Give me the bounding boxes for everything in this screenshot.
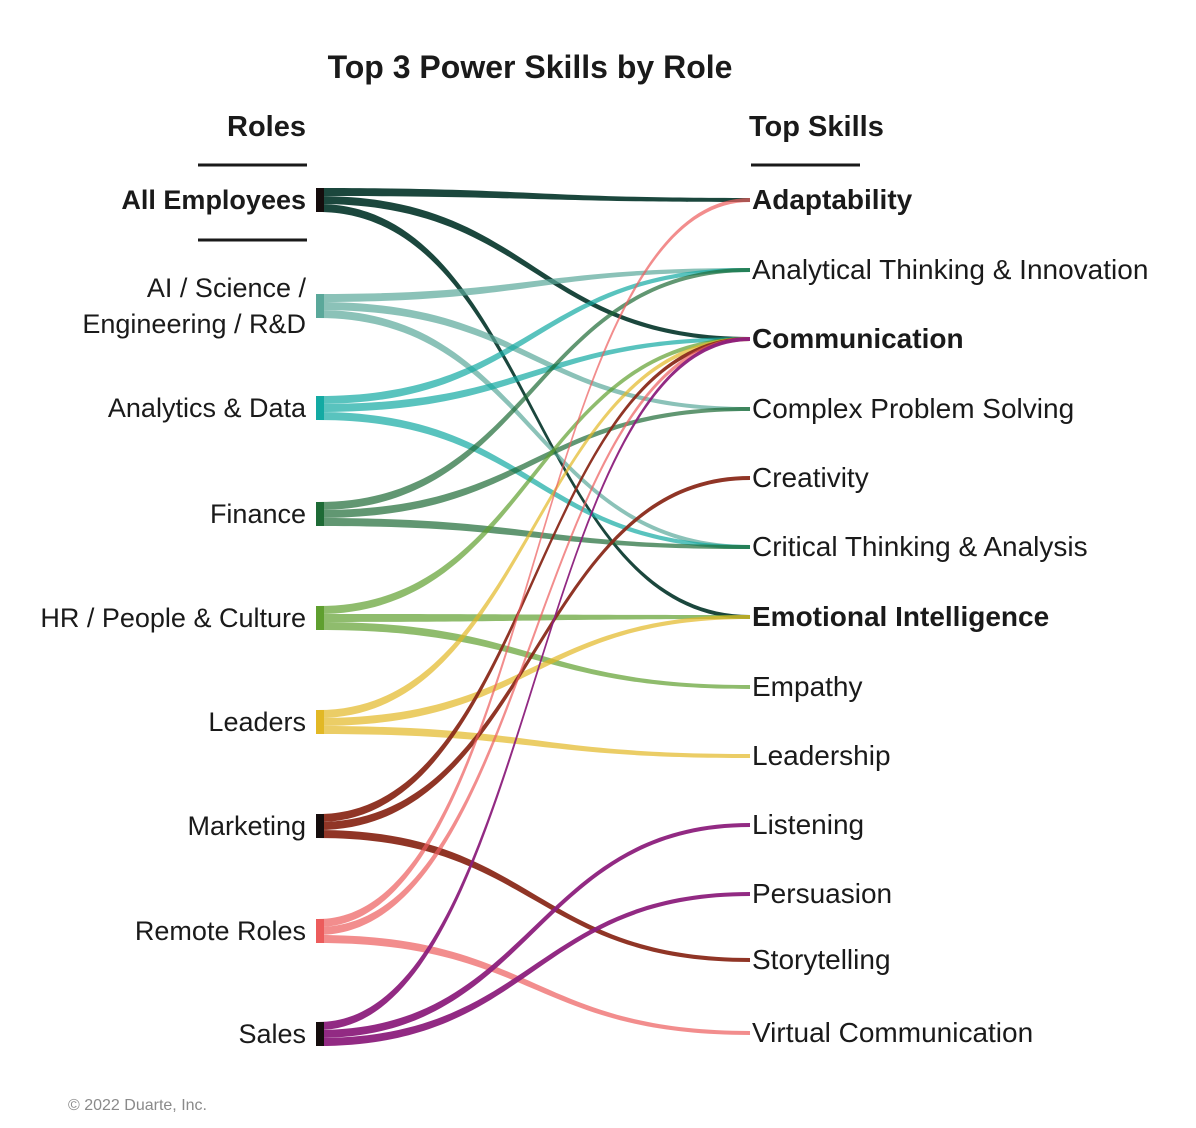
- skill-label-emotional: Emotional Intelligence: [752, 601, 1049, 632]
- flow-remote-to-adaptability: [318, 198, 750, 927]
- role-label-line: Engineering / R&D: [82, 309, 306, 339]
- flow-all-to-communication: [318, 196, 750, 341]
- flow-ai-to-analytical: [318, 268, 750, 302]
- role-label-remote: Remote Roles: [135, 916, 306, 946]
- role-label-analytics: Analytics & Data: [108, 393, 307, 423]
- flow-finance-to-critical: [318, 518, 750, 549]
- role-node-marketing: [316, 814, 324, 838]
- skill-label-complex: Complex Problem Solving: [752, 393, 1074, 424]
- role-label-line: Marketing: [187, 811, 306, 841]
- role-label-line: AI / Science /: [147, 273, 307, 303]
- flow-ai-to-complex: [318, 302, 750, 411]
- roles-header: Roles: [227, 111, 306, 143]
- role-node-finance: [316, 502, 324, 526]
- flow-remote-to-communication: [318, 337, 750, 935]
- role-label-leaders: Leaders: [208, 707, 306, 737]
- flow-hr-to-empathy: [318, 622, 750, 689]
- flow-marketing-to-communication: [318, 337, 750, 822]
- flow-analytics-to-analytical: [318, 268, 750, 404]
- role-label-marketing: Marketing: [187, 811, 306, 841]
- skill-label-persuasion: Persuasion: [752, 878, 892, 909]
- flow-leaders-to-leadership: [318, 726, 750, 758]
- skill-label-leadership: Leadership: [752, 740, 891, 771]
- skill-label-virtual: Virtual Communication: [752, 1017, 1033, 1048]
- flow-hr-to-emotional: [318, 614, 750, 622]
- flow-analytics-to-communication: [318, 337, 750, 412]
- flow-marketing-to-storytelling: [318, 830, 750, 962]
- role-node-analytics: [316, 396, 324, 420]
- flow-finance-to-analytical: [318, 268, 750, 510]
- skill-label-communication: Communication: [752, 323, 964, 354]
- flow-all-to-emotional: [318, 204, 750, 619]
- flow-leaders-to-emotional: [318, 615, 750, 726]
- role-node-all: [316, 188, 324, 212]
- flow-leaders-to-communication: [318, 337, 750, 718]
- skill-label-adaptability: Adaptability: [752, 184, 913, 215]
- skill-label-empathy: Empathy: [752, 671, 863, 702]
- skill-label-storytelling: Storytelling: [752, 944, 891, 975]
- flow-hr-to-communication: [318, 337, 750, 614]
- role-label-line: Analytics & Data: [108, 393, 307, 423]
- skill-label-analytical: Analytical Thinking & Innovation: [752, 254, 1148, 285]
- role-label-line: All Employees: [121, 185, 306, 215]
- role-node-ai: [316, 294, 324, 318]
- flow-ai-to-critical: [318, 310, 750, 549]
- role-label-line: Sales: [238, 1019, 306, 1049]
- role-label-all: All Employees: [121, 185, 306, 215]
- diagram-title: Top 3 Power Skills by Role: [328, 49, 733, 85]
- skill-label-creativity: Creativity: [752, 462, 869, 493]
- role-label-line: HR / People & Culture: [40, 603, 306, 633]
- flow-sales-to-communication: [318, 337, 750, 1030]
- copyright-notice: © 2022 Duarte, Inc.: [68, 1097, 207, 1114]
- role-node-hr: [316, 606, 324, 630]
- flow-sales-to-listening: [318, 823, 750, 1038]
- flow-marketing-to-creativity: [318, 476, 750, 830]
- role-node-sales: [316, 1022, 324, 1046]
- role-labels: All Employees AI / Science / Engineering /…: [40, 185, 307, 1049]
- flow-finance-to-complex: [318, 407, 750, 518]
- role-label-ai: AI / Science / Engineering / R&D: [82, 273, 306, 339]
- role-label-line: Finance: [210, 499, 306, 529]
- flow-all-to-adaptability: [318, 188, 750, 202]
- role-label-line: Leaders: [208, 707, 306, 737]
- flow-ribbons: [316, 188, 750, 1046]
- role-label-sales: Sales: [238, 1019, 306, 1049]
- flow-remote-to-virtual: [318, 935, 750, 1035]
- role-label-line: Remote Roles: [135, 916, 306, 946]
- role-label-hr: HR / People & Culture: [40, 603, 306, 633]
- role-node-remote: [316, 919, 324, 943]
- skills-header: Top Skills: [749, 111, 884, 143]
- role-label-finance: Finance: [210, 499, 306, 529]
- flow-sales-to-persuasion: [318, 892, 750, 1046]
- skill-labels: Adaptability Analytical Thinking & Innova…: [752, 184, 1148, 1048]
- flow-analytics-to-critical: [318, 412, 750, 549]
- skill-label-critical: Critical Thinking & Analysis: [752, 531, 1088, 562]
- skill-label-listening: Listening: [752, 809, 864, 840]
- role-node-leaders: [316, 710, 324, 734]
